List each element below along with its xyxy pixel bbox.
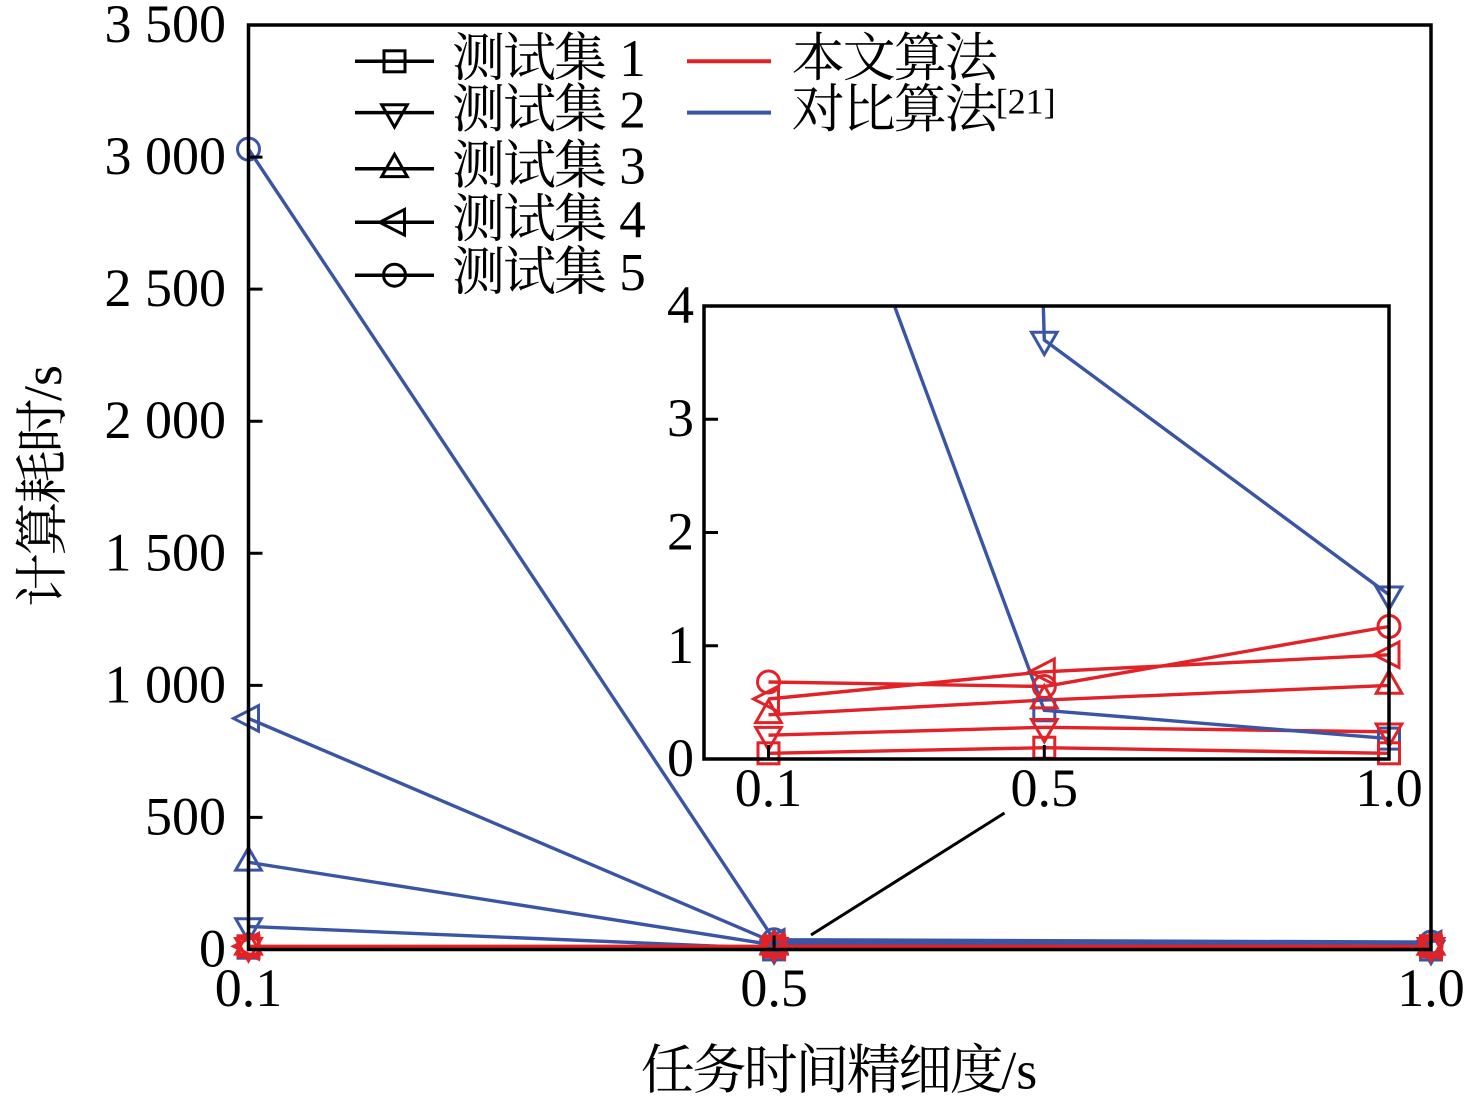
svg-text:1.0: 1.0	[1397, 958, 1465, 1018]
svg-text:500: 500	[145, 786, 226, 846]
svg-text:4: 4	[619, 191, 646, 249]
svg-text:0: 0	[667, 728, 694, 788]
svg-text:/s: /s	[13, 365, 73, 401]
svg-text:5: 5	[619, 244, 646, 302]
svg-text:/s: /s	[1001, 1041, 1037, 1101]
svg-text:3: 3	[667, 388, 694, 448]
svg-text:3: 3	[619, 138, 646, 196]
svg-text:[21]: [21]	[996, 81, 1056, 121]
svg-text:1 000: 1 000	[105, 654, 227, 714]
svg-text:1 500: 1 500	[105, 522, 227, 582]
svg-text:2 000: 2 000	[105, 390, 227, 450]
svg-text:0.1: 0.1	[735, 758, 803, 818]
svg-text:1: 1	[667, 615, 694, 675]
svg-text:0.5: 0.5	[740, 958, 808, 1018]
svg-text:0.5: 0.5	[1011, 758, 1079, 818]
svg-text:3 500: 3 500	[105, 0, 227, 54]
svg-text:3 000: 3 000	[105, 126, 227, 186]
svg-text:0.1: 0.1	[215, 958, 283, 1018]
svg-text:0: 0	[199, 919, 226, 979]
svg-text:4: 4	[667, 275, 694, 335]
svg-text:2 500: 2 500	[105, 258, 227, 318]
svg-text:1.0: 1.0	[1355, 758, 1423, 818]
svg-text:2: 2	[619, 81, 646, 139]
svg-text:2: 2	[667, 502, 694, 562]
svg-text:1: 1	[619, 30, 646, 88]
